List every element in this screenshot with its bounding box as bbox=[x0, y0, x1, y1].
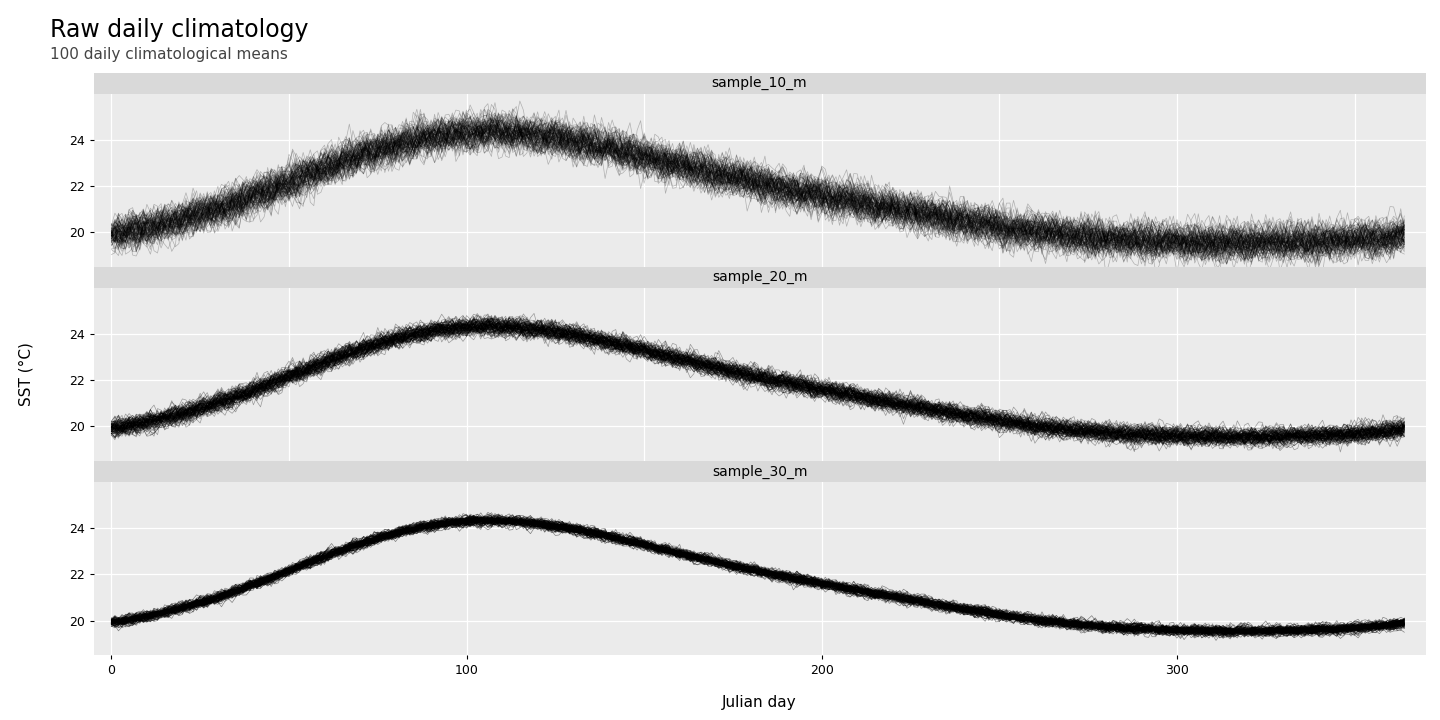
Text: SST (°C): SST (°C) bbox=[19, 343, 33, 406]
Text: Julian day: Julian day bbox=[721, 695, 796, 709]
Text: Raw daily climatology: Raw daily climatology bbox=[50, 18, 310, 42]
Text: 100 daily climatological means: 100 daily climatological means bbox=[50, 47, 288, 62]
